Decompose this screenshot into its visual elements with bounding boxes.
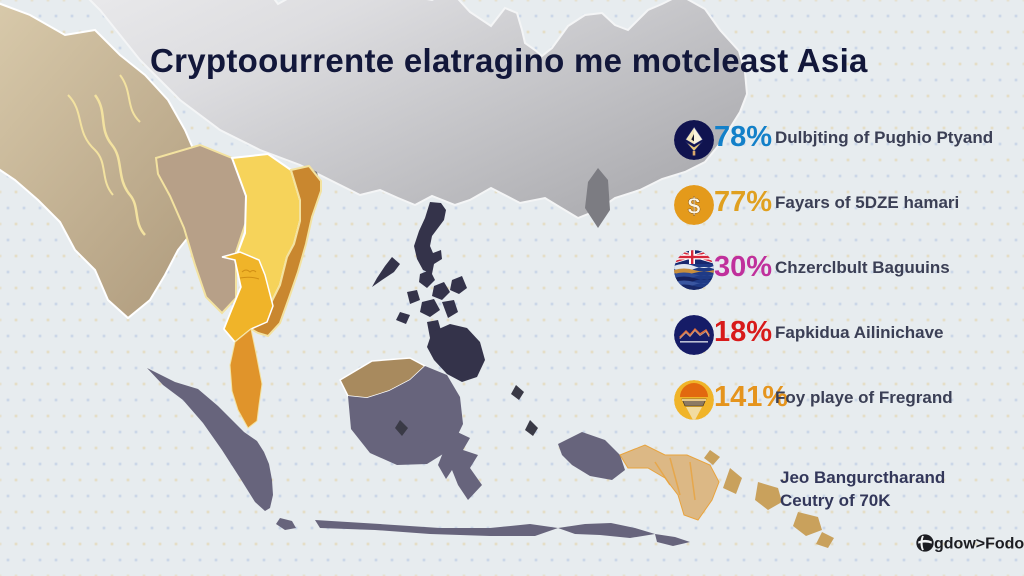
svg-text:$: $ xyxy=(688,193,701,219)
